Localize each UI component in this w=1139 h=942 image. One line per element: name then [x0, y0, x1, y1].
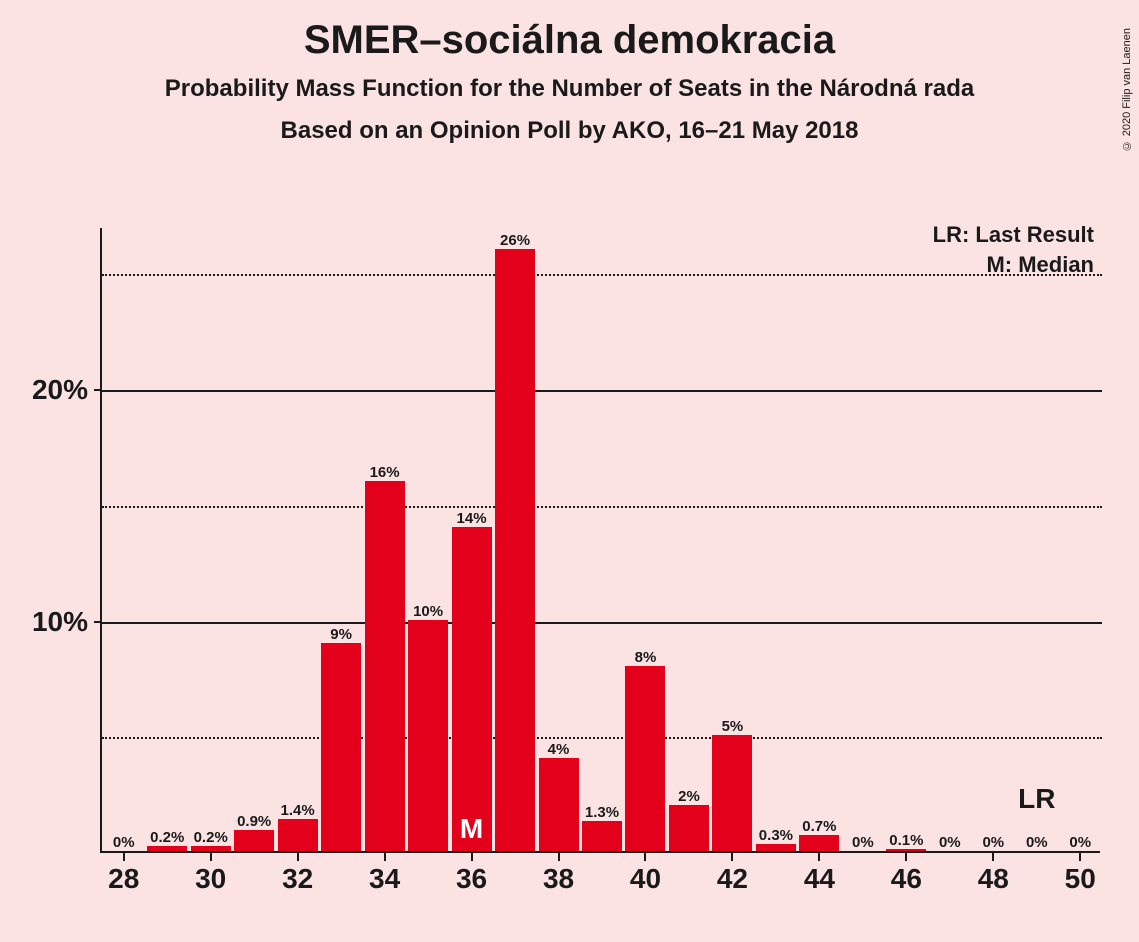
bar: [278, 819, 318, 851]
bar-value-label: 0.7%: [802, 818, 836, 835]
ytick-mark: [94, 389, 102, 391]
bar: [886, 849, 926, 851]
xtick-label: 48: [978, 863, 1009, 895]
xtick-mark: [558, 853, 560, 861]
bar-value-label: 9%: [330, 626, 352, 643]
xtick-label: 34: [369, 863, 400, 895]
ytick-label: 10%: [32, 606, 88, 638]
bar: [539, 758, 579, 851]
xtick-label: 46: [891, 863, 922, 895]
bar: [191, 846, 231, 851]
bar: [495, 249, 535, 851]
bar: [365, 481, 405, 851]
bar-value-label: 0.3%: [759, 827, 793, 844]
bar-value-label: 10%: [413, 603, 443, 620]
xtick-mark: [731, 853, 733, 861]
bar: [669, 805, 709, 851]
bar: [712, 735, 752, 851]
bar-value-label: 14%: [457, 510, 487, 527]
xtick-label: 30: [195, 863, 226, 895]
last-result-marker: LR: [1018, 783, 1055, 815]
bar: [452, 527, 492, 851]
xtick-label: 38: [543, 863, 574, 895]
gridline-major: [102, 390, 1102, 392]
xtick-mark: [210, 853, 212, 861]
bar-value-label: 0%: [1069, 834, 1091, 851]
xtick-label: 36: [456, 863, 487, 895]
ytick-mark: [94, 621, 102, 623]
bar-value-label: 5%: [722, 718, 744, 735]
bar-value-label: 0%: [1026, 834, 1048, 851]
bar: [147, 846, 187, 851]
gridline-minor: [102, 506, 1102, 508]
bar-value-label: 26%: [500, 232, 530, 249]
xtick-label: 40: [630, 863, 661, 895]
bar-value-label: 0%: [852, 834, 874, 851]
bar: [408, 620, 448, 851]
median-marker: M: [460, 813, 483, 845]
xtick-mark: [384, 853, 386, 861]
bar-value-label: 0%: [982, 834, 1004, 851]
bar-value-label: 0.9%: [237, 813, 271, 830]
bar: [756, 844, 796, 851]
xtick-mark: [905, 853, 907, 861]
bar-value-label: 4%: [548, 741, 570, 758]
xtick-mark: [1079, 853, 1081, 861]
bar-value-label: 8%: [635, 649, 657, 666]
bar-value-label: 1.4%: [281, 802, 315, 819]
gridline-minor: [102, 737, 1102, 739]
xtick-label: 28: [108, 863, 139, 895]
chart-plot-area: 10%20%0%0.2%0.2%0.9%1.4%9%16%10%14%26%4%…: [100, 228, 1100, 853]
gridline-major: [102, 622, 1102, 624]
xtick-mark: [297, 853, 299, 861]
chart-subtitle-1: Probability Mass Function for the Number…: [0, 75, 1139, 103]
bar-value-label: 0.2%: [194, 829, 228, 846]
chart-axes: 10%20%0%0.2%0.2%0.9%1.4%9%16%10%14%26%4%…: [100, 228, 1100, 853]
legend-m: M: Median: [986, 252, 1094, 278]
xtick-mark: [644, 853, 646, 861]
bar-value-label: 0.2%: [150, 829, 184, 846]
legend-lr: LR: Last Result: [933, 222, 1094, 248]
bar-value-label: 1.3%: [585, 804, 619, 821]
xtick-mark: [471, 853, 473, 861]
gridline-minor: [102, 274, 1102, 276]
xtick-mark: [818, 853, 820, 861]
xtick-label: 42: [717, 863, 748, 895]
bar: [582, 821, 622, 851]
ytick-label: 20%: [32, 374, 88, 406]
xtick-label: 32: [282, 863, 313, 895]
chart-title: SMER–sociálna demokracia: [0, 18, 1139, 63]
bar: [799, 835, 839, 851]
bar-value-label: 0%: [939, 834, 961, 851]
chart-subtitle-2: Based on an Opinion Poll by AKO, 16–21 M…: [0, 117, 1139, 145]
bar: [321, 643, 361, 851]
bar-value-label: 0%: [113, 834, 135, 851]
bar: [234, 830, 274, 851]
bar-value-label: 0.1%: [889, 832, 923, 849]
bar: [625, 666, 665, 851]
bar-value-label: 16%: [370, 464, 400, 481]
xtick-mark: [992, 853, 994, 861]
xtick-mark: [123, 853, 125, 861]
bar-value-label: 2%: [678, 788, 700, 805]
copyright-text: © 2020 Filip van Laenen: [1121, 28, 1133, 151]
xtick-label: 50: [1065, 863, 1096, 895]
xtick-label: 44: [804, 863, 835, 895]
